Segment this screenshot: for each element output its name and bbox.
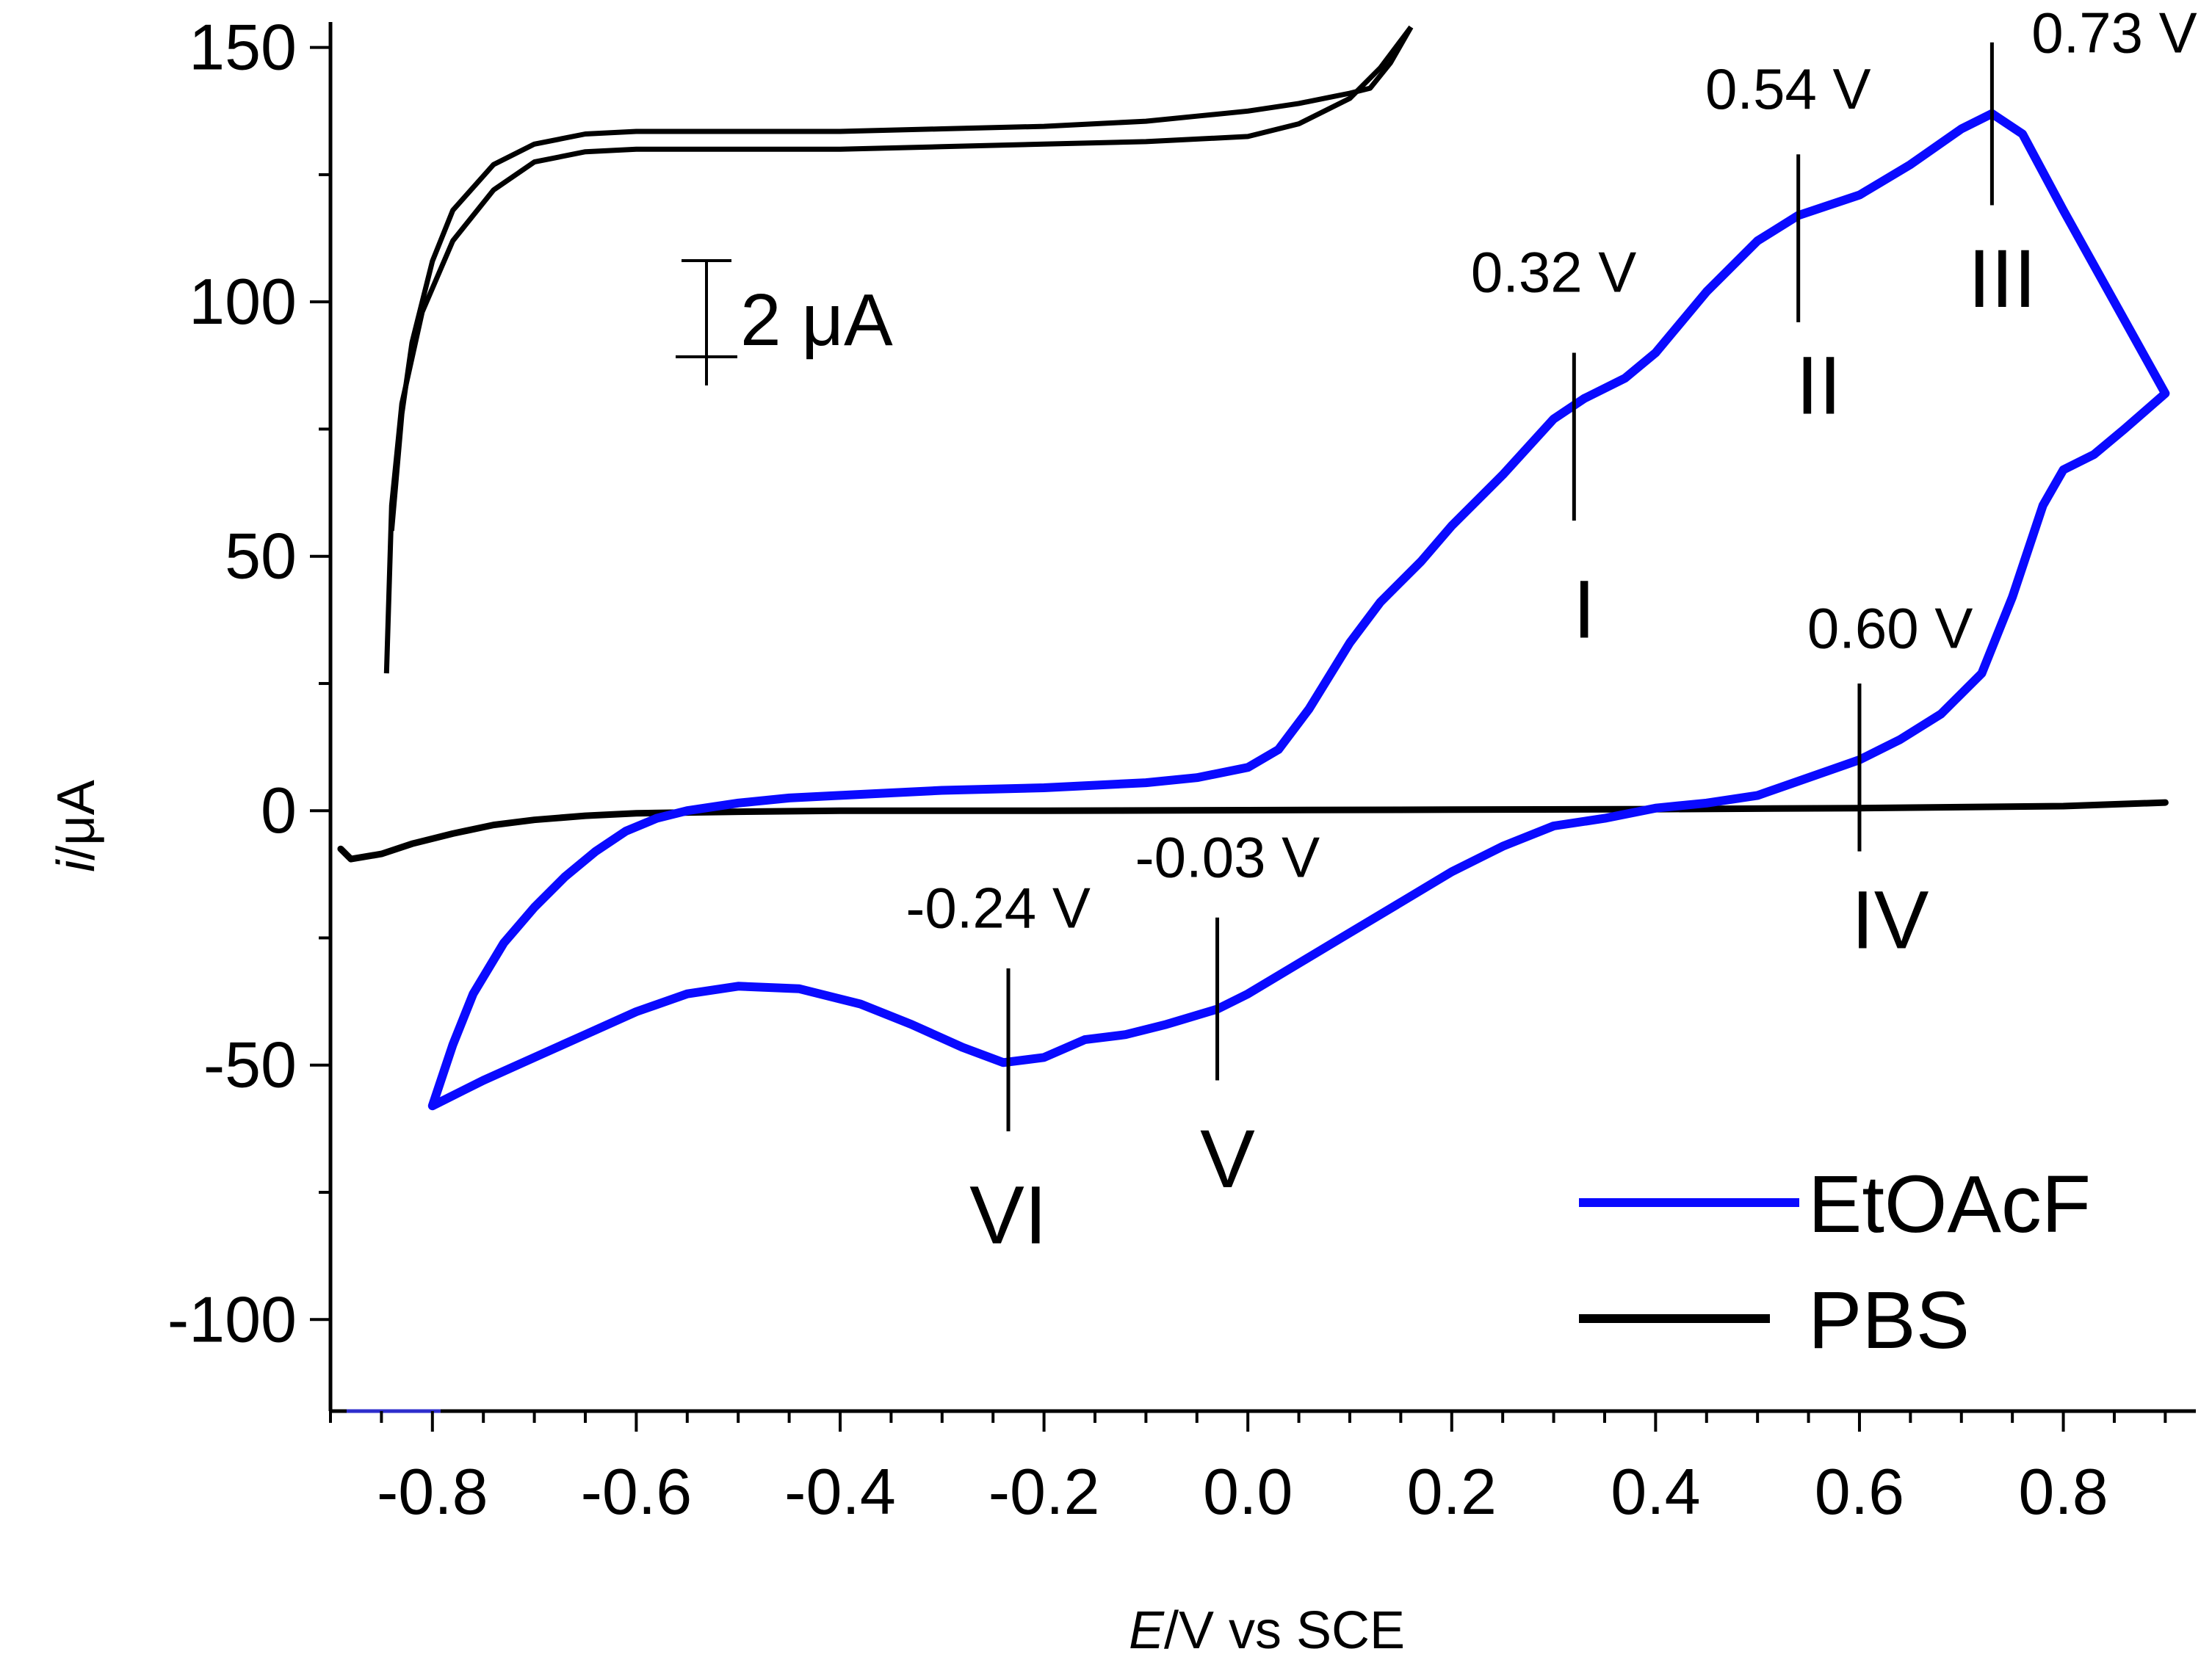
y-tick-label: 150 — [189, 11, 297, 84]
x-tick-label: -0.8 — [377, 1455, 488, 1528]
series-group — [337, 25, 2170, 1111]
peak-potential-label: 0.60 V — [1807, 595, 1973, 660]
x-tick-label: -0.2 — [988, 1455, 1100, 1528]
legend-label-pbs: PBS — [1808, 1275, 1970, 1366]
y-axis-tick-labels: 150 100 50 0 -50 -100 — [167, 11, 297, 1356]
x-tick-label: 0.8 — [2018, 1455, 2108, 1528]
peak-roman-label: I — [1573, 564, 1596, 656]
inset-scale-bar: 2 μA — [676, 259, 893, 385]
peak-roman-label: VI — [969, 1169, 1047, 1261]
x-tick-label: -0.6 — [581, 1455, 693, 1528]
peak-annotation-vi: -0.24 V VI — [906, 876, 1090, 1261]
peak-annotation-i: 0.32 V I — [1471, 239, 1637, 655]
x-tick-label: 0.0 — [1203, 1455, 1293, 1528]
legend: EtOAcF PBS — [1579, 1159, 2091, 1366]
peak-annotation-iii: 0.73 V III — [1968, 1, 2197, 325]
y-tick-label: 0 — [261, 774, 297, 847]
inset-curve-forward — [383, 25, 1414, 674]
peak-annotation-ii: 0.54 V II — [1705, 57, 1871, 432]
peak-potential-label: 0.32 V — [1471, 239, 1637, 304]
x-tick-label: 0.2 — [1407, 1455, 1497, 1528]
peak-roman-label: IV — [1851, 874, 1929, 965]
y-tick-label: -50 — [203, 1029, 297, 1101]
x-tick-label: 0.6 — [1815, 1455, 1904, 1528]
peak-potential-label: 0.73 V — [2031, 1, 2197, 65]
y-tick-label: -100 — [167, 1283, 297, 1355]
x-tick-label: -0.4 — [784, 1455, 896, 1528]
peak-annotations: 0.32 V I 0.54 V II 0.73 V III 0.60 V IV -0.03 V V… — [906, 1, 2197, 1261]
axes-frame — [328, 22, 2196, 1413]
peak-potential-label: 0.54 V — [1705, 57, 1871, 121]
series-line-etoacf — [427, 109, 2170, 1111]
peak-potential-label: -0.03 V — [1135, 824, 1320, 889]
peak-annotation-v: -0.03 V V — [1135, 824, 1320, 1205]
inset-curve-reverse — [388, 26, 1414, 532]
peak-roman-label: V — [1200, 1113, 1255, 1205]
y-axis-ticks — [310, 46, 330, 1322]
legend-label-etoacf: EtOAcF — [1808, 1159, 2091, 1250]
peak-annotation-iv: 0.60 V IV — [1807, 595, 1973, 965]
y-tick-label: 100 — [189, 265, 297, 338]
y-axis-title: i/μA — [47, 780, 106, 872]
peak-potential-label: -0.24 V — [906, 876, 1090, 940]
x-axis-title: E/V vs SCE — [1129, 1601, 1405, 1660]
peak-roman-label: II — [1796, 340, 1841, 432]
x-axis-ticks — [329, 1411, 2167, 1432]
x-tick-label: 0.4 — [1611, 1455, 1700, 1528]
y-tick-label: 50 — [225, 520, 297, 592]
peak-roman-label: III — [1968, 233, 2036, 325]
scale-bar-label: 2 μA — [740, 279, 893, 361]
x-axis-tick-labels: -0.8 -0.6 -0.4 -0.2 0.0 0.2 0.4 0.6 0.8 — [377, 1455, 2108, 1528]
